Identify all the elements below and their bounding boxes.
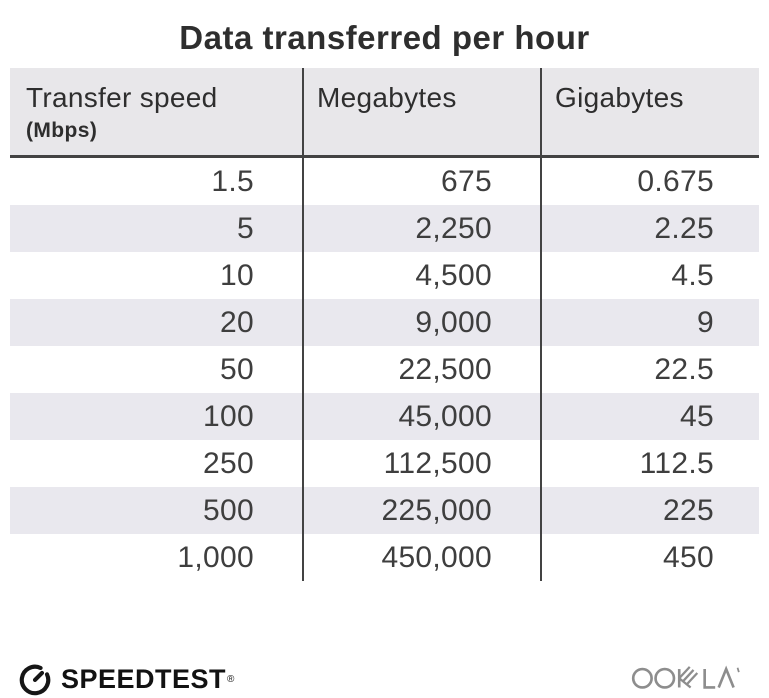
table-row: 1.5 675 0.675 [10,158,759,205]
table-row: 500 225,000 225 [10,487,759,534]
table-body: 1.5 675 0.675 5 2,250 2.25 10 4,500 4.5 20 9,000 9 5… [10,158,759,581]
table-cell: 225 [540,487,759,534]
page-title: Data transferred per hour [179,19,590,56]
table-cell: 0.675 [540,158,759,205]
registered-trademark-symbol: ® [227,673,235,685]
table-cell: 22,500 [302,346,540,393]
table-row: 100 45,000 45 [10,393,759,440]
table-row: 5 2,250 2.25 [10,205,759,252]
table-cell: 675 [302,158,540,205]
data-table: Transfer speed (Mbps) Megabytes Gigabyte… [10,68,759,581]
table-cell: 450,000 [302,534,540,581]
speedtest-gauge-icon [19,664,51,696]
table-row: 1,000 450,000 450 [10,534,759,581]
speedtest-wordmark: SPEEDTEST [61,663,227,694]
infographic: Data transferred per hour Transfer speed… [0,16,769,698]
ookla-logo [631,658,745,698]
table-cell: 112.5 [540,440,759,487]
ookla-wordmark-icon [631,665,740,689]
table-cell: 45 [540,393,759,440]
table-row: 20 9,000 9 [10,299,759,346]
table-cell: 2,250 [302,205,540,252]
table-cell: 100 [203,400,254,433]
table-cell: 20 [220,306,254,339]
table-cell: 500 [203,494,254,527]
table-cell: 50 [220,353,254,386]
table-cell: 2.25 [540,205,759,252]
table-cell: 112,500 [302,440,540,487]
table-cell: 1.5 [211,165,254,198]
column-header-transfer-speed: Transfer speed (Mbps) [10,68,302,155]
table-cell: 22.5 [540,346,759,393]
column-header-label: Megabytes [317,82,457,113]
column-header-unit: (Mbps) [26,119,98,142]
table-cell: 10 [220,259,254,292]
table-cell: 45,000 [302,393,540,440]
column-header-gigabytes: Gigabytes [540,68,759,155]
table-row: 250 112,500 112.5 [10,440,759,487]
table-cell: 225,000 [302,487,540,534]
table-cell: 450 [540,534,759,581]
table-cell: 9,000 [302,299,540,346]
table-row: 50 22,500 22.5 [10,346,759,393]
column-header-megabytes: Megabytes [302,68,540,155]
table-row: 10 4,500 4.5 [10,252,759,299]
table-cell: 4.5 [540,252,759,299]
table-header-row: Transfer speed (Mbps) Megabytes Gigabyte… [10,68,759,158]
column-header-label: Transfer speed [26,82,218,113]
table-cell: 250 [203,447,254,480]
table-cell: 1,000 [177,541,254,574]
footer: SPEEDTEST ® [18,658,745,698]
table-cell: 5 [237,212,254,245]
table-cell: 9 [540,299,759,346]
table-cell: 4,500 [302,252,540,299]
speedtest-logo: SPEEDTEST ® [18,662,234,696]
column-header-label: Gigabytes [555,82,684,113]
